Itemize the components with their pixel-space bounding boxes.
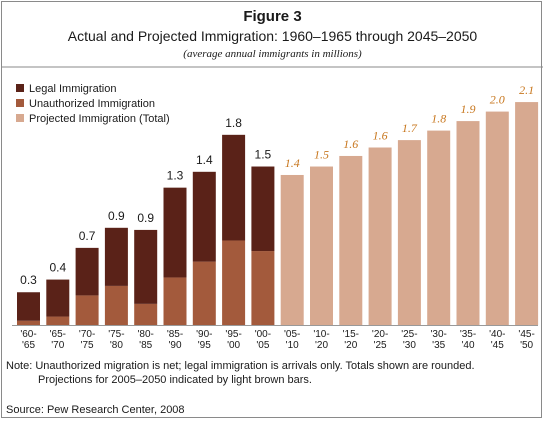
x-tick-label: '00 bbox=[227, 340, 240, 351]
bar-legal bbox=[163, 187, 187, 278]
x-tick-label: '40- bbox=[489, 329, 505, 340]
x-tick-label: '10- bbox=[313, 329, 329, 340]
bar-legal bbox=[192, 171, 216, 262]
data-label: 1.5 bbox=[314, 148, 329, 162]
data-label: 0.9 bbox=[108, 209, 125, 223]
chart-notes: Note: Unauthorized migration is net; leg… bbox=[6, 359, 475, 387]
data-label: 1.7 bbox=[402, 121, 418, 135]
x-tick-label: '85- bbox=[167, 329, 183, 340]
x-tick-label: '75 bbox=[81, 340, 94, 351]
data-label: 2.1 bbox=[519, 83, 534, 97]
bar-projected bbox=[310, 166, 333, 325]
data-label: 1.5 bbox=[255, 148, 272, 162]
data-label: 0.7 bbox=[79, 229, 96, 243]
bar-unauthorized bbox=[46, 316, 70, 325]
legend-label: Legal Immigration bbox=[29, 83, 116, 95]
bar-legal bbox=[75, 247, 99, 296]
chart-subtitle: (average annual immigrants in millions) bbox=[183, 48, 362, 60]
x-tick-label: '45 bbox=[491, 340, 504, 351]
note-line: Note: Unauthorized migration is net; leg… bbox=[6, 360, 475, 372]
x-tick-label: '95- bbox=[225, 329, 241, 340]
bar-legal bbox=[134, 229, 158, 304]
x-tick-label: '35- bbox=[460, 329, 476, 340]
bar-unauthorized bbox=[222, 240, 246, 325]
legend-swatch bbox=[16, 99, 24, 107]
note-line: Projections for 2005–2050 indicated by l… bbox=[38, 374, 312, 386]
bar-projected bbox=[368, 147, 392, 325]
x-tick-label: '25- bbox=[401, 329, 417, 340]
legend-swatch bbox=[16, 84, 24, 92]
bar-legal bbox=[222, 134, 246, 241]
x-tick-label: '90- bbox=[196, 329, 212, 340]
bar-projected bbox=[339, 155, 363, 325]
bar-unauthorized bbox=[251, 251, 275, 325]
bar-unauthorized bbox=[75, 295, 99, 325]
bar-unauthorized bbox=[192, 261, 216, 325]
x-tick-label: '70- bbox=[79, 329, 95, 340]
x-tick-label: '50 bbox=[520, 340, 533, 351]
x-tick-label: '20- bbox=[372, 329, 388, 340]
x-tick-label: '90 bbox=[168, 340, 181, 351]
data-label: 1.4 bbox=[285, 156, 300, 170]
x-tick-label: '65 bbox=[22, 340, 35, 351]
chart-source: Source: Pew Research Center, 2008 bbox=[6, 404, 185, 416]
data-label: 1.6 bbox=[343, 137, 358, 151]
x-tick-label: '70 bbox=[51, 340, 64, 351]
data-label: 1.8 bbox=[431, 112, 446, 126]
x-tick-label: '35 bbox=[432, 340, 445, 351]
data-label: 1.4 bbox=[196, 153, 213, 167]
bar-legal bbox=[17, 292, 40, 321]
x-tick-label: '60- bbox=[20, 329, 36, 340]
data-label: 1.6 bbox=[373, 129, 388, 143]
data-label: 1.3 bbox=[167, 169, 184, 183]
data-label: 1.8 bbox=[225, 116, 242, 130]
x-tick-label: '75- bbox=[108, 329, 124, 340]
x-tick-label: '95 bbox=[198, 340, 211, 351]
x-tick-label: '80 bbox=[110, 340, 123, 351]
data-label: 1.9 bbox=[461, 102, 476, 116]
legend-label: Projected Immigration (Total) bbox=[29, 113, 170, 125]
x-tick-label: '00- bbox=[255, 329, 271, 340]
legend-label: Unauthorized Immigration bbox=[29, 98, 155, 110]
data-label: 0.4 bbox=[49, 261, 66, 275]
bar-projected bbox=[485, 111, 509, 325]
bar-projected bbox=[280, 174, 304, 325]
bar-legal bbox=[251, 166, 275, 252]
x-tick-label: '85 bbox=[139, 340, 152, 351]
bar-projected bbox=[515, 102, 539, 325]
data-label: 0.9 bbox=[137, 211, 154, 225]
figure-label: Figure 3 bbox=[243, 8, 302, 25]
x-tick-label: '15- bbox=[343, 329, 359, 340]
x-tick-label: '25 bbox=[374, 340, 387, 351]
x-tick-label: '30- bbox=[431, 329, 447, 340]
bar-legal bbox=[46, 279, 70, 317]
legend-swatch bbox=[16, 114, 24, 122]
x-tick-label: '20 bbox=[315, 340, 328, 351]
bar-unauthorized bbox=[163, 277, 187, 325]
x-tick-label: '05 bbox=[256, 340, 269, 351]
x-tick-label: '05- bbox=[284, 329, 300, 340]
x-tick-label: '45- bbox=[518, 329, 534, 340]
x-tick-label: '65- bbox=[50, 329, 66, 340]
x-tick-label: '30 bbox=[403, 340, 416, 351]
data-label: 0.3 bbox=[20, 273, 37, 287]
bar-projected bbox=[397, 140, 421, 325]
x-tick-label: '20 bbox=[344, 340, 357, 351]
bar-projected bbox=[456, 121, 480, 325]
bar-unauthorized bbox=[17, 320, 40, 325]
bar-legal bbox=[104, 227, 128, 286]
x-tick-label: '40 bbox=[461, 340, 474, 351]
x-tick-label: '10 bbox=[286, 340, 299, 351]
chart-title: Actual and Projected Immigration: 1960–1… bbox=[67, 28, 478, 44]
bar-unauthorized bbox=[104, 285, 128, 325]
data-label: 2.0 bbox=[490, 93, 505, 107]
bar-projected bbox=[427, 130, 451, 325]
bar-unauthorized bbox=[134, 303, 158, 325]
x-tick-label: '80- bbox=[138, 329, 154, 340]
